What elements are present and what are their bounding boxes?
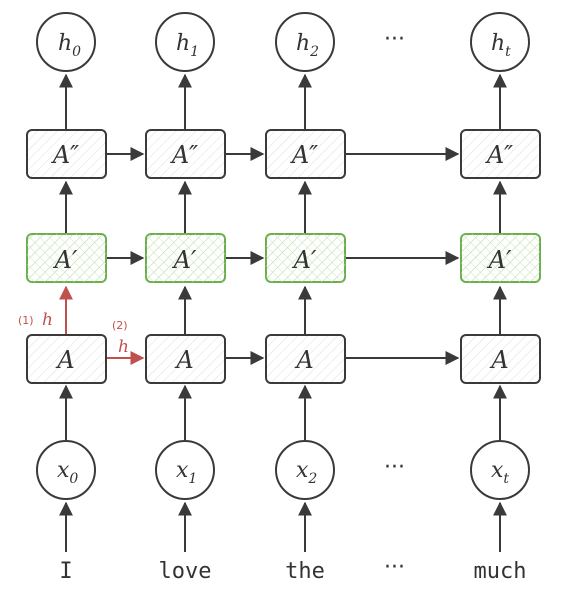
cell-label: A″ bbox=[290, 141, 318, 169]
svg-text:x0: x0 bbox=[57, 458, 78, 487]
input-node-subscript: 1 bbox=[188, 471, 197, 487]
svg-text:h2: h2 bbox=[296, 31, 319, 60]
middle-layer-cell: A′ bbox=[145, 233, 226, 283]
svg-text:h1: h1 bbox=[176, 31, 199, 60]
svg-text:x1: x1 bbox=[176, 458, 197, 487]
top-layer-cell: A″ bbox=[265, 129, 346, 179]
input-node-label: x bbox=[491, 458, 504, 483]
bottom-layer-cell: A bbox=[460, 334, 541, 384]
input-node-subscript: 2 bbox=[307, 471, 317, 487]
step-1-label: (1) bbox=[18, 314, 34, 327]
svg-text:xt: xt bbox=[491, 458, 509, 487]
cell-label: A′ bbox=[487, 246, 512, 274]
cell-label: A′ bbox=[172, 246, 197, 274]
input-node-label: x bbox=[176, 458, 189, 483]
step-2-label: (2) bbox=[112, 319, 128, 332]
bottom-layer-cell: A bbox=[26, 334, 107, 384]
top-layer-cell: A″ bbox=[460, 129, 541, 179]
input-word: the bbox=[285, 559, 325, 584]
middle-layer-cell: A′ bbox=[460, 233, 541, 283]
output-node-label: h bbox=[491, 31, 505, 56]
svg-text:x2: x2 bbox=[296, 458, 317, 487]
output-node-label: h bbox=[58, 31, 72, 56]
input-word: I bbox=[59, 559, 72, 584]
cell-label: A″ bbox=[170, 141, 198, 169]
bottom-layer-cell: A bbox=[145, 334, 226, 384]
cell-label: A bbox=[294, 346, 313, 374]
input-node-subscript: t bbox=[503, 471, 509, 487]
output-nodes: h0 h1 h2 ··· ht bbox=[36, 12, 530, 72]
middle-layer-cell: A′ bbox=[265, 233, 346, 283]
output-node-label: h bbox=[296, 31, 310, 56]
input-words: I love the ··· much bbox=[59, 555, 526, 584]
hidden-symbol-1: h bbox=[42, 310, 53, 330]
hidden-symbol-2: h bbox=[118, 337, 129, 357]
connectors bbox=[59, 73, 507, 552]
input-node: xt bbox=[470, 440, 530, 500]
input-node: x2 bbox=[275, 440, 335, 500]
top-layer: A″ A″ A″ A″ bbox=[26, 129, 541, 179]
svg-text:h0: h0 bbox=[58, 31, 81, 60]
output-ellipsis: ··· bbox=[384, 27, 405, 52]
output-node-subscript: 1 bbox=[190, 44, 199, 60]
middle-layer-cell: A′ bbox=[26, 233, 107, 283]
input-nodes: x0 x1 x2 ··· xt bbox=[36, 440, 530, 500]
word-ellipsis: ··· bbox=[384, 555, 405, 580]
input-node-subscript: 0 bbox=[69, 471, 78, 487]
input-node: x0 bbox=[36, 440, 96, 500]
output-node-label: h bbox=[176, 31, 190, 56]
input-node: x1 bbox=[155, 440, 215, 500]
input-node-label: x bbox=[296, 458, 309, 483]
cell-label: A bbox=[489, 346, 508, 374]
output-node: ht bbox=[470, 12, 530, 72]
output-node: h0 bbox=[36, 12, 96, 72]
cell-label: A′ bbox=[292, 246, 317, 274]
top-layer-cell: A″ bbox=[145, 129, 226, 179]
output-node: h2 bbox=[275, 12, 335, 72]
output-node-subscript: 2 bbox=[309, 44, 319, 60]
input-word: love bbox=[159, 559, 212, 584]
cell-label: A bbox=[55, 346, 74, 374]
output-node-subscript: t bbox=[505, 44, 511, 60]
bottom-layer: A A A A bbox=[26, 334, 541, 384]
middle-layer: A′ A′ A′ A′ bbox=[26, 233, 541, 283]
cell-label: A″ bbox=[485, 141, 513, 169]
cell-label: A″ bbox=[51, 141, 79, 169]
top-layer-cell: A″ bbox=[26, 129, 107, 179]
cell-label: A bbox=[174, 346, 193, 374]
input-word: much bbox=[474, 559, 527, 584]
output-node-subscript: 0 bbox=[72, 44, 81, 60]
input-ellipsis: ··· bbox=[384, 455, 405, 480]
cell-label: A′ bbox=[53, 246, 78, 274]
output-node: h1 bbox=[155, 12, 215, 72]
hidden-state-annotations: (1) h (2) h bbox=[18, 285, 145, 365]
input-node-label: x bbox=[57, 458, 70, 483]
bottom-layer-cell: A bbox=[265, 334, 346, 384]
svg-text:ht: ht bbox=[491, 31, 511, 60]
